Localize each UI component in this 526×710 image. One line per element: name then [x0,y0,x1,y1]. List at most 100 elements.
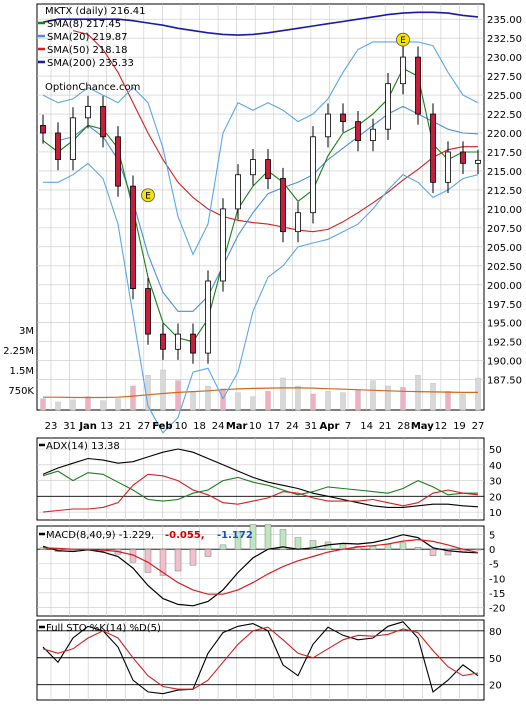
volume-bar [205,385,211,411]
x-tick-label: 19 [453,421,466,432]
volume-bar [235,392,241,411]
legend-label: SMA(200) 235.33 [47,58,134,69]
legend-label: SMA(8) 217.45 [47,19,121,30]
volume-bar [100,400,106,411]
volume-bar [175,380,181,411]
x-tick-label: Feb [152,421,172,432]
x-tick-label: Jan [78,421,97,432]
candle-body [85,106,91,119]
chart-title: MKTX (daily) 216.41 [45,6,145,17]
candle-body [190,333,196,354]
volume-bar [415,375,421,411]
candle-body [115,136,121,187]
x-tick-label: Mar [226,421,248,432]
price-tick-label: 187.50 [487,376,522,387]
adx-tick-label: 50 [489,445,502,456]
candle-body [40,125,46,134]
x-tick-label: 21 [119,421,132,432]
volume-tick-label: 2.25M [3,346,34,357]
earnings-marker-label: E [400,36,406,46]
macd-tick-label: -20 [489,603,505,614]
volume-bar [430,383,436,411]
macd-title: MACD(8,40,9) -1.229, [46,530,154,541]
stochastic-tick-label: 80 [489,627,502,638]
adx-tick-label: 20 [489,492,502,503]
volume-bar [370,380,376,411]
macd-histogram-bar [414,546,422,550]
macd-signal-value: -1.172 [217,530,253,541]
candle-body [310,136,316,214]
macd-histogram-bar [219,544,227,550]
price-tick-label: 192.50 [487,338,522,349]
macd-histogram-bar [159,549,167,576]
x-tick-label: 17 [267,421,280,432]
x-tick-label: 27 [472,421,485,432]
volume-bar [130,385,136,411]
price-tick-label: 217.50 [487,148,522,159]
adx-tick-label: 30 [489,477,502,488]
candle-body [220,208,226,282]
candle-body [235,174,241,210]
lower-band-line [43,162,479,434]
volume-sma-line [43,387,478,399]
x-tick-label: 31 [63,421,76,432]
macd-tick-label: 0 [489,545,495,556]
macd-histogram-bar [249,524,257,550]
macd-histogram-bar [234,531,242,550]
price-tick-label: 195.00 [487,319,522,330]
x-tick-label: Apr [320,421,340,432]
macd-tick-label: -10 [489,574,505,585]
volume-tick-label: 1.5M [9,366,34,377]
candle-body [295,212,301,233]
volume-bar [115,398,121,411]
volume-bar [85,396,91,411]
candle-body [415,56,421,115]
volume-bar [265,391,271,411]
price-tick-label: 212.50 [487,186,522,197]
candle-body [70,117,76,160]
macd-histogram-bar [444,549,452,556]
stochastic-title: Full STO %K(14) %D(5) [46,623,161,634]
price-tick-label: 200.00 [487,281,522,292]
candle-body [355,121,361,141]
price-tick-label: 225.00 [487,91,522,102]
macd-histogram-bar [399,542,407,550]
candle-body [175,333,181,350]
macd-histogram-bar [309,540,317,550]
legend-label: SMA(20) 219.87 [47,32,128,43]
adx-14-line [42,448,479,508]
earnings-marker-label: E [145,192,151,202]
macd-panel-frame [36,525,485,617]
di-line [42,473,479,513]
candle-body [475,159,481,164]
price-tick-label: 210.00 [487,205,522,216]
x-tick-label: 24 [286,421,299,432]
price-tick-label: 222.50 [487,110,522,121]
x-tick-label: 23 [45,421,58,432]
x-tick-label: 10 [175,421,188,432]
sma-200-line [42,11,479,36]
volume-bar [40,398,46,411]
volume-tick-label: 3M [19,326,34,337]
volume-bar [400,387,406,411]
candle-body [100,106,106,138]
macd-tick-label: -15 [489,589,505,600]
stochastic-tick-label: 20 [489,681,502,692]
candle-body [370,128,376,141]
macd-histogram-value: -0.055, [165,530,205,541]
volume-bar [445,391,451,411]
macd-histogram-bar [369,545,377,550]
macd-line [42,534,479,607]
price-tick-label: 205.00 [487,243,522,254]
stochastic-d-line [42,626,479,690]
adx-tick-label: 10 [489,508,502,519]
candle-body [205,280,211,354]
macd-histogram-bar [129,549,137,563]
volume-bar [325,391,331,411]
watermark: OptionChance.com [45,82,140,93]
macd-histogram-bar [264,524,272,550]
sma-8-line [42,67,478,343]
price-tick-label: 230.00 [487,53,522,64]
candle-body [130,185,136,289]
